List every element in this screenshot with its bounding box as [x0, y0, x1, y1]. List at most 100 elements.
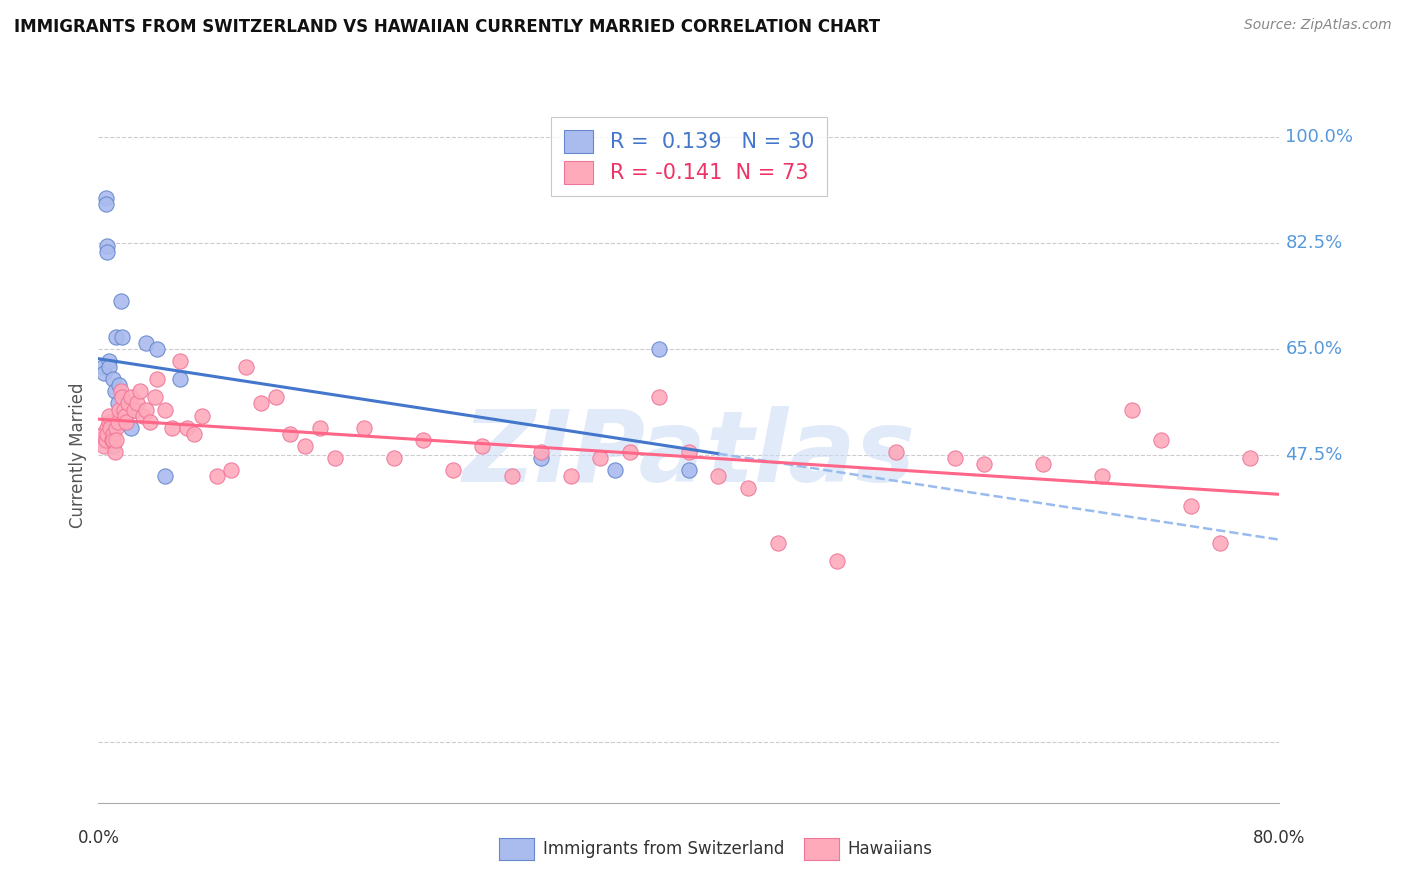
Point: [96, 426, 118, 441]
Point: [737, 481, 759, 495]
Point: [122, 402, 145, 417]
Point: [1121, 402, 1143, 417]
Point: [648, 342, 671, 356]
Point: [264, 391, 287, 405]
Point: [501, 469, 523, 483]
Point: [120, 391, 142, 405]
Point: [93, 439, 115, 453]
Point: [91, 426, 114, 441]
Point: [412, 433, 434, 447]
Point: [153, 402, 176, 417]
Point: [135, 402, 157, 417]
Point: [96, 420, 118, 434]
Point: [96, 245, 118, 260]
Point: [107, 415, 129, 429]
Point: [111, 330, 134, 344]
Point: [103, 426, 125, 441]
Point: [250, 396, 273, 410]
Point: [205, 469, 228, 483]
Point: [108, 402, 131, 417]
Point: [98, 426, 121, 441]
Point: [115, 415, 138, 429]
Point: [125, 396, 148, 410]
Point: [104, 384, 127, 399]
Point: [107, 396, 129, 410]
Point: [94, 197, 117, 211]
Point: [108, 378, 131, 392]
Point: [176, 420, 198, 434]
Point: [530, 450, 553, 465]
Point: [560, 469, 582, 483]
Point: [97, 354, 120, 368]
Text: 80.0%: 80.0%: [1253, 829, 1306, 847]
Point: [114, 415, 136, 429]
Point: [294, 439, 316, 453]
Point: [825, 554, 848, 568]
Point: [91, 360, 114, 375]
Point: [884, 445, 907, 459]
Point: [153, 469, 176, 483]
Point: [93, 366, 115, 380]
Point: [169, 372, 191, 386]
Point: [97, 409, 120, 423]
Text: 100.0%: 100.0%: [1285, 128, 1354, 146]
Point: [1180, 500, 1202, 514]
Point: [219, 463, 242, 477]
Point: [471, 439, 494, 453]
Point: [278, 426, 302, 441]
Point: [323, 450, 346, 465]
Point: [146, 342, 169, 356]
Text: 0.0%: 0.0%: [77, 829, 120, 847]
Text: Source: ZipAtlas.com: Source: ZipAtlas.com: [1244, 18, 1392, 32]
Point: [191, 409, 214, 423]
Point: [112, 402, 135, 417]
Point: [132, 409, 155, 423]
Point: [139, 415, 162, 429]
Point: [111, 391, 134, 405]
Point: [235, 360, 257, 375]
Point: [103, 439, 125, 453]
Point: [1091, 469, 1114, 483]
Point: [162, 420, 183, 434]
Point: [309, 420, 332, 434]
Point: [110, 384, 132, 399]
Text: ZIPatlas: ZIPatlas: [463, 407, 915, 503]
Point: [100, 433, 122, 447]
Text: 82.5%: 82.5%: [1285, 235, 1343, 252]
Point: [143, 391, 166, 405]
Text: 47.5%: 47.5%: [1285, 446, 1343, 464]
Point: [441, 463, 464, 477]
Point: [114, 409, 136, 423]
Point: [103, 372, 125, 386]
Point: [105, 330, 128, 344]
Point: [97, 360, 120, 375]
Point: [124, 402, 146, 417]
Point: [678, 445, 700, 459]
Text: 65.0%: 65.0%: [1285, 340, 1343, 358]
Point: [128, 384, 150, 399]
Point: [104, 445, 127, 459]
Point: [530, 445, 553, 459]
Point: [169, 354, 191, 368]
Y-axis label: Currently Married: Currently Married: [69, 382, 87, 528]
Point: [94, 433, 117, 447]
Point: [117, 396, 139, 410]
Point: [605, 463, 627, 477]
Point: [135, 336, 157, 351]
Point: [90, 433, 112, 447]
Point: [943, 450, 966, 465]
Point: [94, 191, 117, 205]
Point: [353, 420, 375, 434]
Point: [973, 457, 995, 471]
Point: [1150, 433, 1173, 447]
Point: [110, 293, 132, 308]
Point: [382, 450, 405, 465]
Point: [648, 391, 671, 405]
Point: [103, 433, 125, 447]
Point: [1032, 457, 1054, 471]
Legend: R =  0.139   N = 30, R = -0.141  N = 73: R = 0.139 N = 30, R = -0.141 N = 73: [551, 118, 827, 196]
Point: [589, 450, 612, 465]
Point: [117, 396, 139, 410]
Point: [678, 463, 700, 477]
Point: [105, 420, 128, 434]
